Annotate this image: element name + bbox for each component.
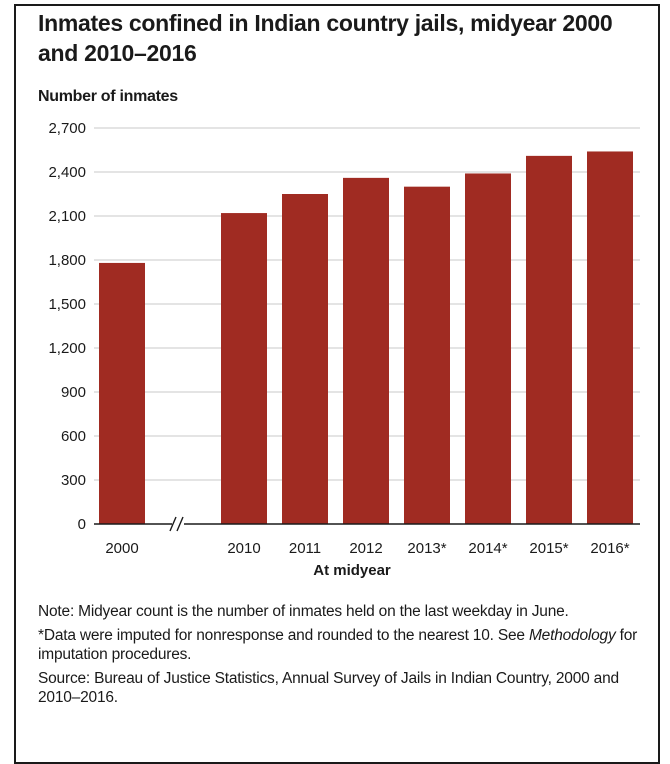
bar-2016 xyxy=(587,151,633,524)
x-tick-label: 2011 xyxy=(289,540,321,557)
bar-2014 xyxy=(465,173,511,524)
y-axis-label: Number of inmates xyxy=(38,88,178,105)
y-tick-label: 900 xyxy=(61,384,86,401)
y-tick-label: 1,200 xyxy=(48,340,86,357)
x-tick-label: 2012 xyxy=(349,540,382,557)
source-text: Source: Bureau of Justice Statistics, An… xyxy=(38,670,619,706)
y-tick-labels: 0 300 600 900 1,200 1,500 1,800 2,100 2,400 2,700 xyxy=(48,120,86,533)
bar-2013 xyxy=(404,186,450,524)
bar-2012 xyxy=(343,177,389,524)
axis xyxy=(94,516,640,532)
y-tick-label: 300 xyxy=(61,472,86,489)
x-tick-labels: 2000 2010 2011 2012 2013* 2014* 2015* 2016* xyxy=(105,540,629,557)
bars xyxy=(99,151,633,525)
notes: Note: Midyear count is the number of inm… xyxy=(38,602,638,712)
imputation-note: *Data were imputed for nonresponse and r… xyxy=(38,626,638,664)
bar-2015 xyxy=(526,155,572,524)
bar-2010 xyxy=(221,213,267,525)
x-tick-label: 2013* xyxy=(407,540,446,557)
y-tick-label: 2,700 xyxy=(48,120,86,137)
bar-2011 xyxy=(282,194,328,524)
x-tick-label: 2014* xyxy=(468,540,507,557)
x-tick-label: 2010 xyxy=(227,540,260,557)
x-axis-label: At midyear xyxy=(313,562,391,579)
axis-break-mark xyxy=(176,516,184,532)
imputation-note-a: *Data were imputed for nonresponse and r… xyxy=(38,627,529,644)
y-tick-label: 1,800 xyxy=(48,252,86,269)
imputation-note-b: for imputation procedures. xyxy=(38,627,638,663)
x-tick-label: 2015* xyxy=(529,540,568,557)
bar-chart: 0 300 600 900 1,200 1,500 1,800 2,100 2,400 2,700… xyxy=(48,120,640,579)
bar-2000 xyxy=(99,262,145,524)
x-tick-label: 2016* xyxy=(590,540,629,557)
x-tick-label: 2000 xyxy=(105,540,138,557)
y-tick-label: 1,500 xyxy=(48,296,86,313)
chart-title: Inmates confined in Indian country jails… xyxy=(38,10,613,66)
methodology-text: Methodology xyxy=(528,627,616,644)
note-text: Note: Midyear count is the number of inm… xyxy=(38,603,569,620)
axis-break-mark xyxy=(169,516,177,532)
axis-break-gap xyxy=(172,520,184,528)
y-tick-label: 600 xyxy=(61,428,86,445)
y-tick-label: 0 xyxy=(78,516,86,533)
y-tick-label: 2,100 xyxy=(48,208,86,225)
y-tick-label: 2,400 xyxy=(48,164,86,181)
